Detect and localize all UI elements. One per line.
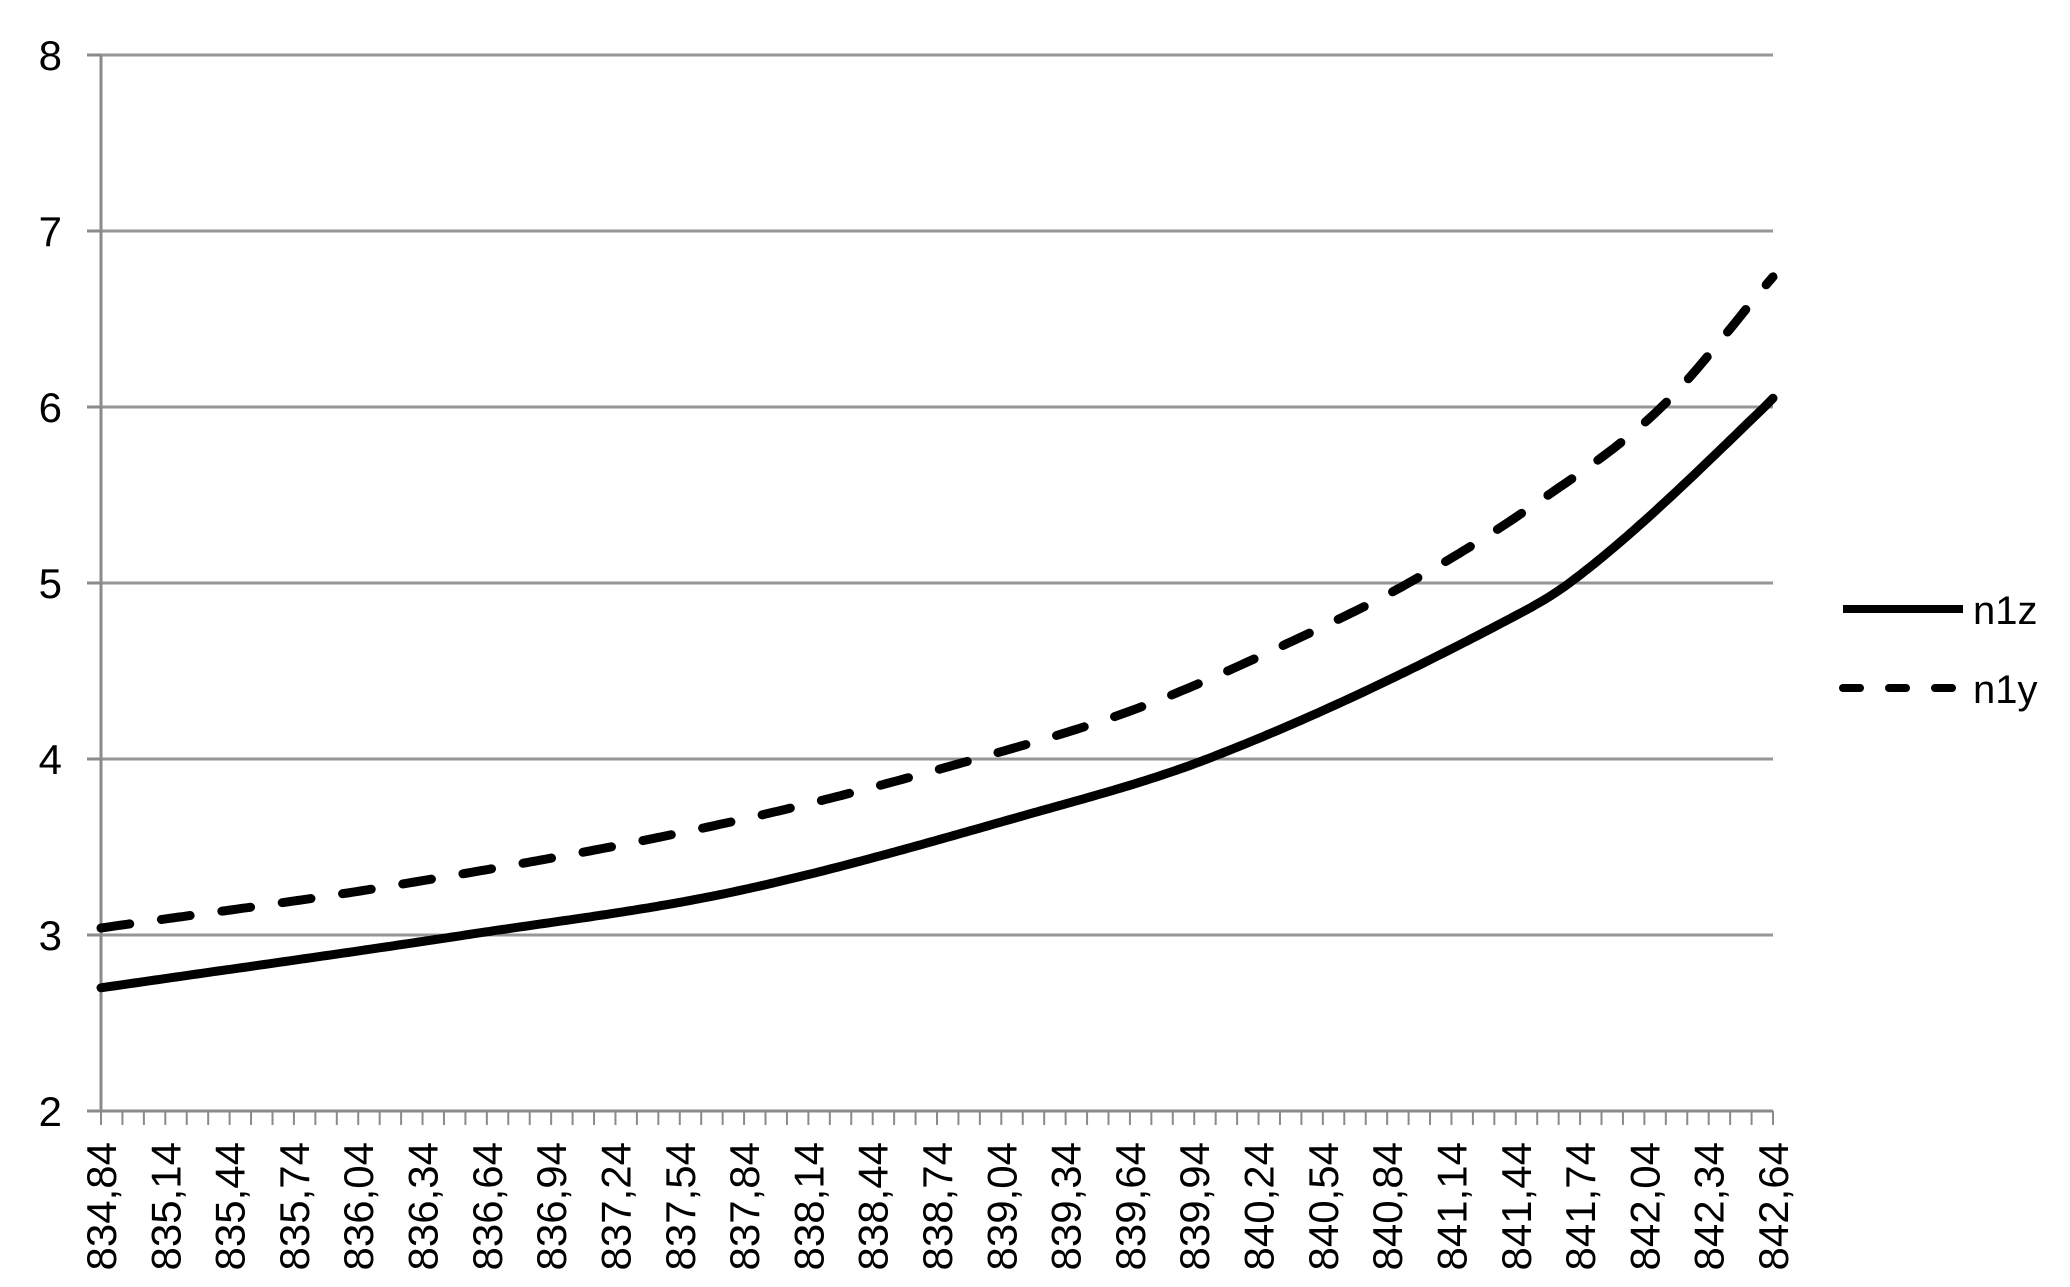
x-axis-label: 836,64 — [464, 1142, 511, 1270]
x-axis-label: 838,74 — [914, 1142, 961, 1270]
x-axis-label: 839,34 — [1043, 1142, 1090, 1270]
gridlines — [101, 53, 1773, 937]
legend-label-n1z: n1z — [1973, 589, 2038, 633]
y-axis-label: 4 — [39, 736, 62, 783]
axes — [87, 53, 1774, 1125]
legend: n1z n1y — [1839, 589, 2038, 712]
x-axis-label: 837,84 — [721, 1142, 768, 1270]
x-axis-label: 836,04 — [335, 1142, 382, 1270]
x-axis-label: 840,24 — [1236, 1142, 1283, 1270]
x-axis-label: 836,34 — [400, 1142, 447, 1270]
x-axis-label: 841,44 — [1493, 1142, 1540, 1270]
series-line-n1y — [96, 272, 1778, 933]
x-axis-label: 842,34 — [1686, 1142, 1733, 1270]
x-axis-label: 842,64 — [1750, 1142, 1797, 1270]
x-axis-label: 837,54 — [657, 1142, 704, 1270]
x-axis-labels: 834,84 835,14 835,44 835,74 836,04 836,34 836,… — [78, 1142, 1797, 1270]
x-axis-label: 840,54 — [1300, 1142, 1347, 1270]
x-axis-label: 841,74 — [1557, 1142, 1604, 1270]
y-axis-label: 7 — [39, 208, 62, 255]
y-axis-label: 6 — [39, 384, 62, 431]
x-axis-label: 835,14 — [142, 1142, 189, 1270]
x-axis-label: 839,64 — [1107, 1142, 1154, 1270]
x-axis-label: 835,74 — [271, 1142, 318, 1270]
y-axis-labels: 2 3 4 5 6 7 8 — [39, 32, 62, 1135]
series-lines — [96, 272, 1778, 993]
x-axis-label: 839,94 — [1171, 1142, 1218, 1270]
x-axis-label: 840,84 — [1364, 1142, 1411, 1270]
y-axis-label: 3 — [39, 912, 62, 959]
x-axis-label: 841,14 — [1428, 1142, 1475, 1270]
x-axis-label: 838,14 — [785, 1142, 832, 1270]
series-line-n1z — [96, 393, 1778, 993]
x-axis-label: 837,24 — [592, 1142, 639, 1270]
x-axis-label: 836,94 — [528, 1142, 575, 1270]
x-axis-label: 835,44 — [207, 1142, 254, 1270]
y-axis-label: 8 — [39, 32, 62, 79]
x-axis-label: 839,04 — [978, 1142, 1025, 1270]
y-axis-label: 2 — [39, 1088, 62, 1135]
y-axis-label: 5 — [39, 560, 62, 607]
legend-label-n1y: n1y — [1973, 668, 2038, 712]
x-axis-label: 834,84 — [78, 1142, 125, 1270]
x-axis-label: 842,04 — [1621, 1142, 1668, 1270]
x-axis-label: 838,44 — [850, 1142, 897, 1270]
